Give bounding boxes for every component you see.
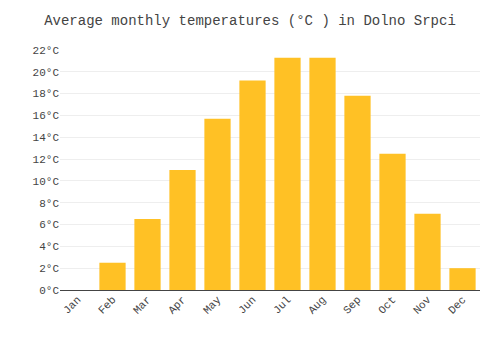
svg-text:Mar: Mar bbox=[131, 294, 153, 316]
svg-text:10°C: 10°C bbox=[33, 176, 60, 188]
svg-text:Apr: Apr bbox=[166, 294, 188, 316]
svg-text:6°C: 6°C bbox=[39, 219, 59, 231]
svg-text:8°C: 8°C bbox=[39, 198, 59, 210]
svg-text:4°C: 4°C bbox=[39, 241, 59, 253]
svg-text:12°C: 12°C bbox=[33, 154, 60, 166]
svg-text:16°C: 16°C bbox=[33, 110, 60, 122]
svg-text:0°C: 0°C bbox=[39, 285, 59, 297]
svg-text:18°C: 18°C bbox=[33, 88, 60, 100]
svg-text:22°C: 22°C bbox=[33, 45, 60, 57]
svg-text:Jan: Jan bbox=[61, 294, 83, 316]
svg-text:Sep: Sep bbox=[341, 294, 363, 316]
svg-text:20°C: 20°C bbox=[33, 67, 60, 79]
svg-text:Nov: Nov bbox=[411, 294, 434, 317]
svg-text:Jul: Jul bbox=[271, 294, 293, 316]
svg-text:2°C: 2°C bbox=[39, 263, 59, 275]
svg-text:Feb: Feb bbox=[96, 294, 118, 316]
svg-text:May: May bbox=[201, 294, 224, 317]
svg-text:Jun: Jun bbox=[236, 294, 258, 316]
svg-text:Aug: Aug bbox=[306, 294, 328, 316]
svg-text:14°C: 14°C bbox=[33, 132, 60, 144]
svg-text:Dec: Dec bbox=[446, 294, 468, 316]
svg-text:Oct: Oct bbox=[376, 294, 398, 316]
svg-text:Average monthly temperatures (: Average monthly temperatures (°C ) in Do… bbox=[44, 13, 456, 29]
